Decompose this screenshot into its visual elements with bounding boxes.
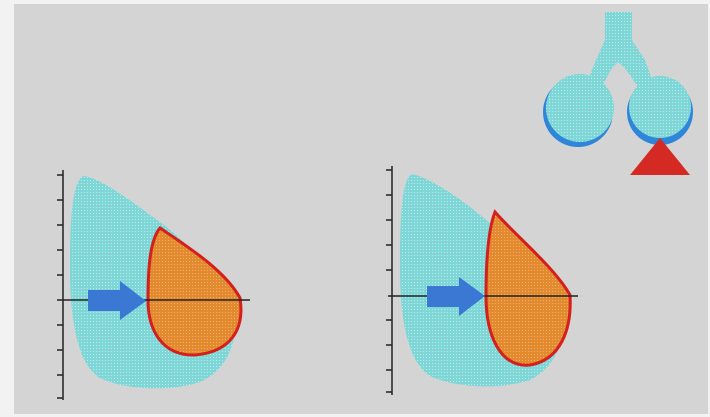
- diagram: [0, 0, 710, 417]
- page: (() => { const data = JSON.parse(documen…: [0, 0, 710, 417]
- icon-lobe: [546, 74, 614, 142]
